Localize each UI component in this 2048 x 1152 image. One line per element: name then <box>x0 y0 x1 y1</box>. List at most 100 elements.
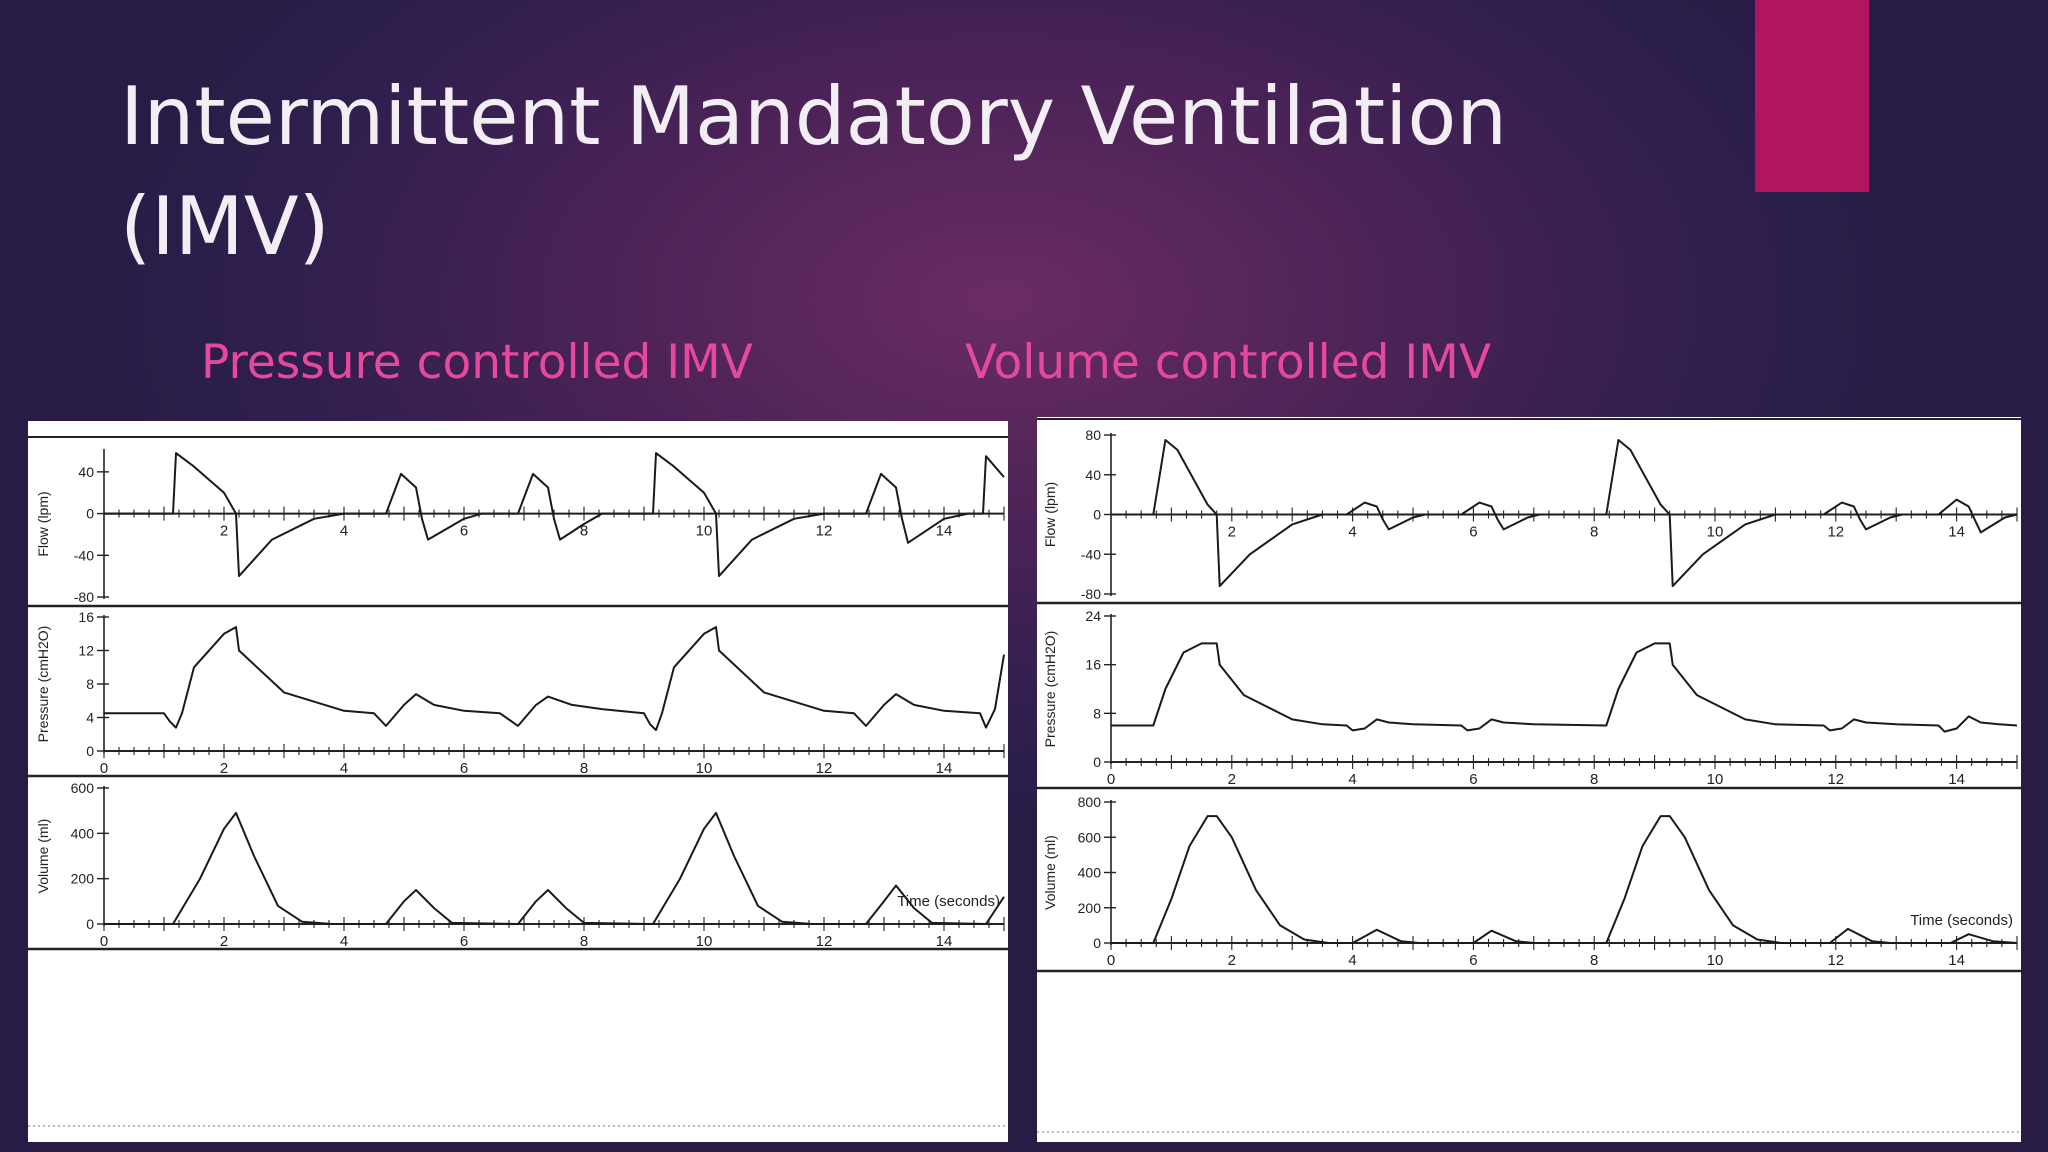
y-tick-label: 400 <box>1078 865 1102 881</box>
x-tick-label: 10 <box>696 760 713 777</box>
x-tick-label: 14 <box>1948 771 1965 788</box>
x-tick-label: 14 <box>936 933 953 950</box>
series-line <box>104 452 1005 578</box>
right-chart-heading: Volume controlled IMV <box>965 335 1491 390</box>
accent-bar <box>1755 0 1869 192</box>
series-line <box>1111 439 2018 588</box>
y-axis-label: Pressure (cmH2O) <box>1042 631 1058 748</box>
y-tick-label: -80 <box>1081 586 1101 602</box>
x-tick-label: 2 <box>1228 771 1236 788</box>
x-tick-label: 0 <box>100 760 108 777</box>
series-line <box>104 811 1005 925</box>
x-tick-label: 4 <box>1348 524 1356 541</box>
panel-2: 0 200 400 600 Volume (ml) 0 2 4 6 8 10 12 14 <box>35 780 1005 950</box>
x-tick-label: 12 <box>1827 952 1844 969</box>
series-line <box>1111 642 2018 733</box>
panel-0: -80 -40 0 40 80 Flow (lpm) 2 4 6 8 10 12 14 <box>1042 427 2018 602</box>
y-tick-label: 80 <box>1085 427 1101 443</box>
x-tick-label: 10 <box>1707 524 1724 541</box>
y-tick-label: 12 <box>78 643 94 659</box>
x-tick-label: 6 <box>460 760 468 777</box>
y-tick-label: 600 <box>71 780 95 796</box>
x-tick-label: 2 <box>1228 952 1236 969</box>
y-tick-label: 8 <box>86 676 94 692</box>
y-axis-label: Volume (ml) <box>1042 835 1058 910</box>
x-tick-label: 0 <box>100 933 108 950</box>
y-axis-label: Flow (lpm) <box>1042 482 1058 547</box>
y-tick-label: 8 <box>1093 705 1101 721</box>
x-tick-label: 6 <box>1469 952 1477 969</box>
slide-title: Intermittent Mandatory Ventilation (IMV) <box>120 62 1620 282</box>
y-tick-label: 24 <box>1085 608 1101 624</box>
y-tick-label: 0 <box>1093 507 1101 523</box>
y-tick-label: 4 <box>86 710 94 726</box>
panel-2: 0 200 400 600 800 Volume (ml) 0 2 4 6 8 10 12 14 <box>1042 794 2018 969</box>
x-tick-label: 8 <box>1590 952 1598 969</box>
x-tick-label: 12 <box>816 523 833 540</box>
x-tick-label: 6 <box>1469 524 1477 541</box>
y-tick-label: 400 <box>71 825 95 841</box>
volume-controlled-chart-panel: -80 -40 0 40 80 Flow (lpm) 2 4 6 8 10 12 14 0 8 16 24 Pre… <box>1037 417 2021 1142</box>
x-tick-label: 8 <box>1590 771 1598 788</box>
y-tick-label: -80 <box>74 589 94 605</box>
y-tick-label: 600 <box>1078 829 1102 845</box>
x-tick-label: 2 <box>1228 524 1236 541</box>
x-tick-label: 2 <box>220 933 228 950</box>
y-axis-label: Flow (lpm) <box>35 491 51 556</box>
y-tick-label: -40 <box>74 547 94 563</box>
x-axis-label: Time (seconds) <box>1910 912 2013 929</box>
x-tick-label: 8 <box>580 933 588 950</box>
y-tick-label: 200 <box>71 871 95 887</box>
y-tick-label: -40 <box>1081 546 1101 562</box>
x-tick-label: 6 <box>460 523 468 540</box>
y-tick-label: 0 <box>1093 935 1101 951</box>
panel-0: -80 -40 0 40 Flow (lpm) 2 4 6 8 10 12 14 <box>35 449 1005 605</box>
y-tick-label: 0 <box>1093 754 1101 770</box>
series-line <box>104 626 1005 732</box>
y-axis-label: Pressure (cmH2O) <box>35 626 51 743</box>
slide-title-line1: Intermittent Mandatory Ventilation <box>120 70 1508 163</box>
x-tick-label: 14 <box>1948 952 1965 969</box>
x-tick-label: 8 <box>1590 524 1598 541</box>
x-tick-label: 10 <box>696 933 713 950</box>
x-tick-label: 14 <box>936 760 953 777</box>
x-tick-label: 2 <box>220 760 228 777</box>
left-chart-heading: Pressure controlled IMV <box>201 335 753 390</box>
x-tick-label: 12 <box>816 933 833 950</box>
x-tick-label: 4 <box>340 523 348 540</box>
x-tick-label: 10 <box>1707 952 1724 969</box>
pressure-controlled-chart: -80 -40 0 4 0 Flow (lpm) 2 4 6 8 10 12 14 0 4 8 12 16 Pres… <box>28 436 1008 1127</box>
panel-1: 0 4 8 12 16 Pressure (cmH2O) 0 2 4 6 8 10 12 14 <box>35 609 1005 777</box>
slide-title-line2: (IMV) <box>120 180 330 273</box>
y-tick-label: 200 <box>1078 900 1102 916</box>
x-tick-label: 8 <box>580 760 588 777</box>
x-tick-label: 4 <box>1348 771 1356 788</box>
y-tick-label: 800 <box>1078 794 1102 810</box>
y-tick-label: 16 <box>78 609 94 625</box>
x-tick-label: 8 <box>580 523 588 540</box>
y-tick-label: 16 <box>1085 657 1101 673</box>
y-tick-label: 0 <box>86 506 94 522</box>
x-axis-label: Time (seconds) <box>897 893 1000 910</box>
x-tick-label: 2 <box>220 523 228 540</box>
x-tick-label: 14 <box>936 523 953 540</box>
x-tick-label: 12 <box>816 760 833 777</box>
x-tick-label: 6 <box>1469 771 1477 788</box>
x-tick-label: 6 <box>460 933 468 950</box>
x-tick-label: 0 <box>1107 771 1115 788</box>
y-tick-label: 40 <box>1085 467 1101 483</box>
x-tick-label: 10 <box>696 523 713 540</box>
x-tick-label: 0 <box>1107 952 1115 969</box>
series-line <box>1111 815 2018 944</box>
pressure-controlled-chart-panel: -80 -40 0 4 0 Flow (lpm) 2 4 6 8 10 12 14 0 4 8 12 16 Pres… <box>28 421 1008 1142</box>
y-axis-label: Volume (ml) <box>35 819 51 894</box>
x-tick-label: 4 <box>340 760 348 777</box>
x-tick-label: 10 <box>1707 771 1724 788</box>
x-tick-label: 4 <box>340 933 348 950</box>
x-tick-label: 12 <box>1827 524 1844 541</box>
y-tick-label: 0 <box>86 743 94 759</box>
y-tick-label: 0 <box>86 916 94 932</box>
x-tick-label: 4 <box>1348 952 1356 969</box>
